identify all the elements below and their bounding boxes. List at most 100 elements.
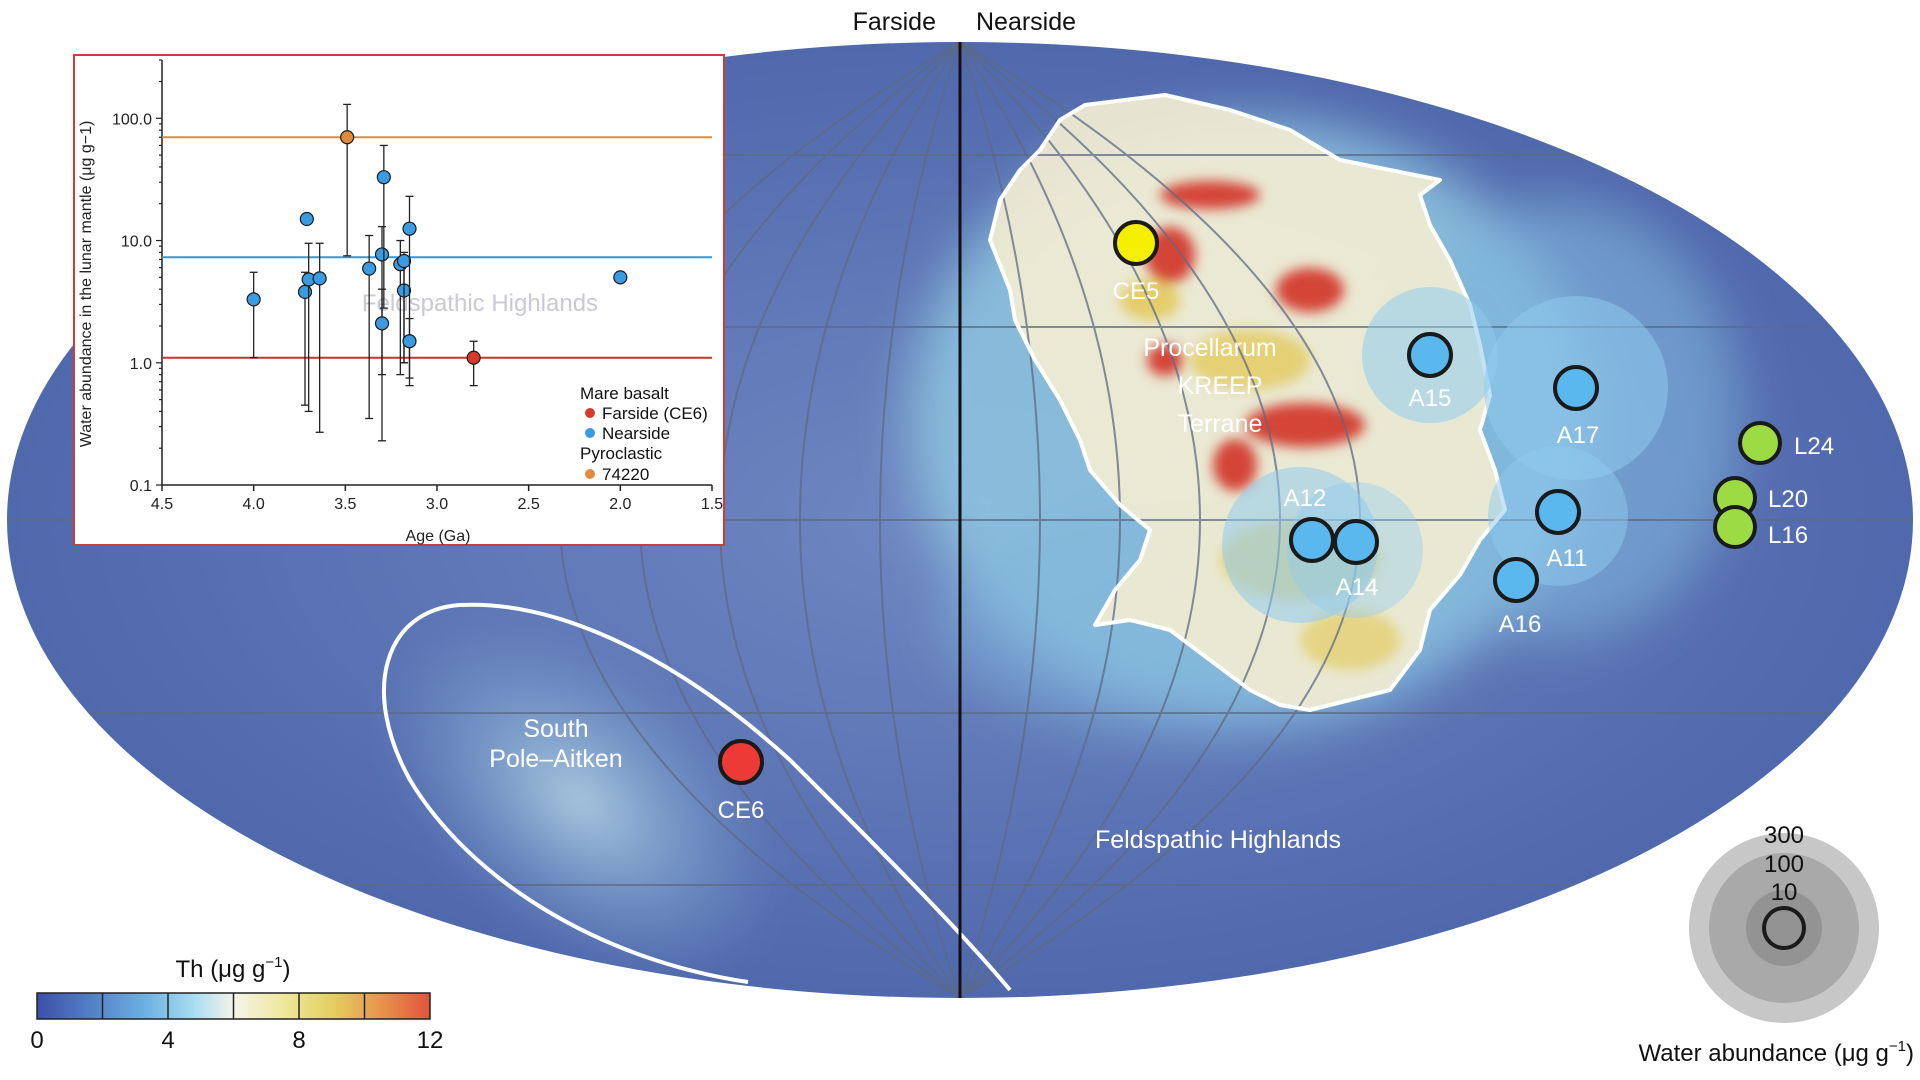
- label-procellarum-1: Procellarum: [1143, 334, 1276, 362]
- x-tick-label: 1.5: [701, 496, 723, 513]
- label-spa-2: Pole–Aitken: [489, 745, 622, 773]
- spa-basin-outline: [381, 602, 1012, 992]
- inset-plot: 4.5 4.0 3.5 3.0 2.5 2.0 1.5 0.1 1.0 10.0 100.0: [112, 59, 723, 513]
- site-label-L16: L16: [1768, 522, 1808, 549]
- x-tick-label: 2.5: [518, 496, 540, 513]
- thorium-colorbar: Th (μg g−1) 0 4 8 12: [30, 954, 443, 1054]
- label-feldspathic-highlands: Feldspathic Highlands: [1095, 826, 1341, 854]
- label-spa-1: South: [523, 715, 588, 743]
- size-marker-reference: [1762, 906, 1806, 950]
- inset-x-axis-label: Age (Ga): [406, 528, 471, 545]
- site-L24: L24: [1738, 421, 1834, 465]
- data-point: [374, 247, 390, 262]
- colorbar-title: Th (μg g−1): [176, 954, 291, 983]
- site-label-A14: A14: [1336, 574, 1379, 601]
- colorbar-title-main: Th (μg g: [176, 956, 266, 983]
- site-L16: L16: [1713, 505, 1808, 549]
- site-marker-A15: [1407, 332, 1453, 378]
- colorbar-tick-0: 0: [30, 1027, 43, 1054]
- site-label-A11: A11: [1547, 545, 1588, 572]
- data-point: [312, 271, 327, 286]
- site-marker-L24: [1738, 421, 1782, 465]
- site-label-CE6: CE6: [718, 797, 765, 824]
- colorbar-tick-12: 12: [417, 1027, 444, 1054]
- colorbar-tick-4: 4: [161, 1027, 174, 1054]
- data-point: [299, 211, 314, 227]
- site-marker-A14: [1333, 519, 1379, 565]
- kreep-terrane-outline: [988, 93, 1507, 712]
- site-label-L24: L24: [1794, 433, 1834, 460]
- site-CE5: CE5: [1113, 220, 1160, 305]
- spa-glow: [382, 617, 778, 983]
- site-A12: A12: [1284, 485, 1335, 563]
- sample-sites: CE5 CE6 A15 A17 A12 A14: [718, 220, 1834, 824]
- legend-title-mare-basalt: Mare basalt: [580, 384, 669, 403]
- data-point: [466, 350, 481, 365]
- inset-chart: Feldspathic Highlands 4.5 4.0 3.5 3.0 2.5 2.0…: [73, 54, 725, 546]
- inset-watermark: Feldspathic Highlands: [362, 290, 598, 317]
- inset-legend: Mare basalt Farside (CE6) Nearside Pyroc…: [580, 384, 708, 484]
- legend-title-pyroclastic: Pyroclastic: [580, 444, 663, 463]
- water-size-legend: 300 100 10 Water abundance (μg g−1): [1638, 822, 1914, 1067]
- site-label-A16: A16: [1499, 611, 1542, 638]
- site-marker-L16: [1713, 505, 1757, 549]
- size-legend-title-close: ): [1906, 1040, 1914, 1067]
- data-point: [613, 270, 628, 285]
- size-label-10: 10: [1771, 879, 1798, 906]
- site-A11: A11: [1535, 489, 1588, 572]
- x-tick-label: 4.0: [243, 496, 265, 513]
- x-tick-label: 2.0: [609, 496, 631, 513]
- data-point: [374, 316, 390, 331]
- y-tick-label: 0.1: [130, 478, 152, 495]
- colorbar-tick-marks: [101, 993, 366, 1019]
- colorbar-title-exp: −1: [265, 954, 282, 971]
- data-point: [297, 284, 313, 300]
- site-marker-CE6: [718, 739, 764, 785]
- size-label-100: 100: [1764, 851, 1804, 878]
- site-marker-A16: [1493, 557, 1539, 603]
- data-point: [376, 170, 391, 185]
- x-tick-label: 3.0: [426, 496, 448, 513]
- legend-swatch-74220: [585, 469, 595, 479]
- site-CE6: CE6: [718, 739, 765, 824]
- y-tick-label: 1.0: [130, 356, 152, 373]
- nearside-header: Nearside: [976, 8, 1076, 36]
- colorbar-tick-8: 8: [292, 1027, 305, 1054]
- inset-y-axis-label: Water abundance in the lunar mantle (μg …: [78, 121, 95, 448]
- data-point: [340, 130, 355, 145]
- site-A15: A15: [1407, 332, 1453, 412]
- y-tick-label: 10.0: [121, 234, 152, 251]
- data-point: [246, 292, 261, 307]
- x-tick-label: 3.5: [334, 496, 356, 513]
- site-A17: A17: [1553, 365, 1600, 449]
- site-marker-A11: [1535, 489, 1581, 535]
- legend-entry-farside: Farside (CE6): [602, 404, 708, 423]
- site-label-A15: A15: [1409, 385, 1452, 412]
- label-procellarum-3: Terrane: [1178, 410, 1263, 438]
- x-tick-label: 4.5: [151, 496, 173, 513]
- data-point: [362, 261, 377, 276]
- farside-header: Farside: [853, 8, 936, 36]
- colorbar-title-close: ): [282, 956, 290, 983]
- site-A16: A16: [1493, 557, 1542, 638]
- label-procellarum-2: KREEP: [1178, 372, 1263, 400]
- legend-entry-74220: 74220: [602, 465, 649, 484]
- data-point: [402, 334, 417, 349]
- size-ring-10: [1746, 890, 1822, 966]
- legend-swatch-nearside: [585, 428, 595, 438]
- legend-entry-nearside: Nearside: [602, 424, 670, 443]
- site-label-A17: A17: [1557, 422, 1600, 449]
- site-marker-A12: [1289, 517, 1335, 563]
- size-legend-title: Water abundance (μg g−1): [1638, 1038, 1914, 1067]
- site-marker-CE5: [1113, 220, 1159, 266]
- data-point: [402, 221, 417, 236]
- size-legend-title-exp: −1: [1889, 1038, 1906, 1055]
- size-label-300: 300: [1764, 822, 1804, 849]
- site-A14: A14: [1333, 519, 1379, 601]
- y-tick-label: 100.0: [112, 111, 152, 128]
- site-label-L20: L20: [1768, 486, 1808, 513]
- legend-swatch-farside: [585, 408, 595, 418]
- site-label-CE5: CE5: [1113, 278, 1160, 305]
- site-marker-A17: [1553, 365, 1599, 411]
- size-legend-title-main: Water abundance (μg g: [1638, 1040, 1888, 1067]
